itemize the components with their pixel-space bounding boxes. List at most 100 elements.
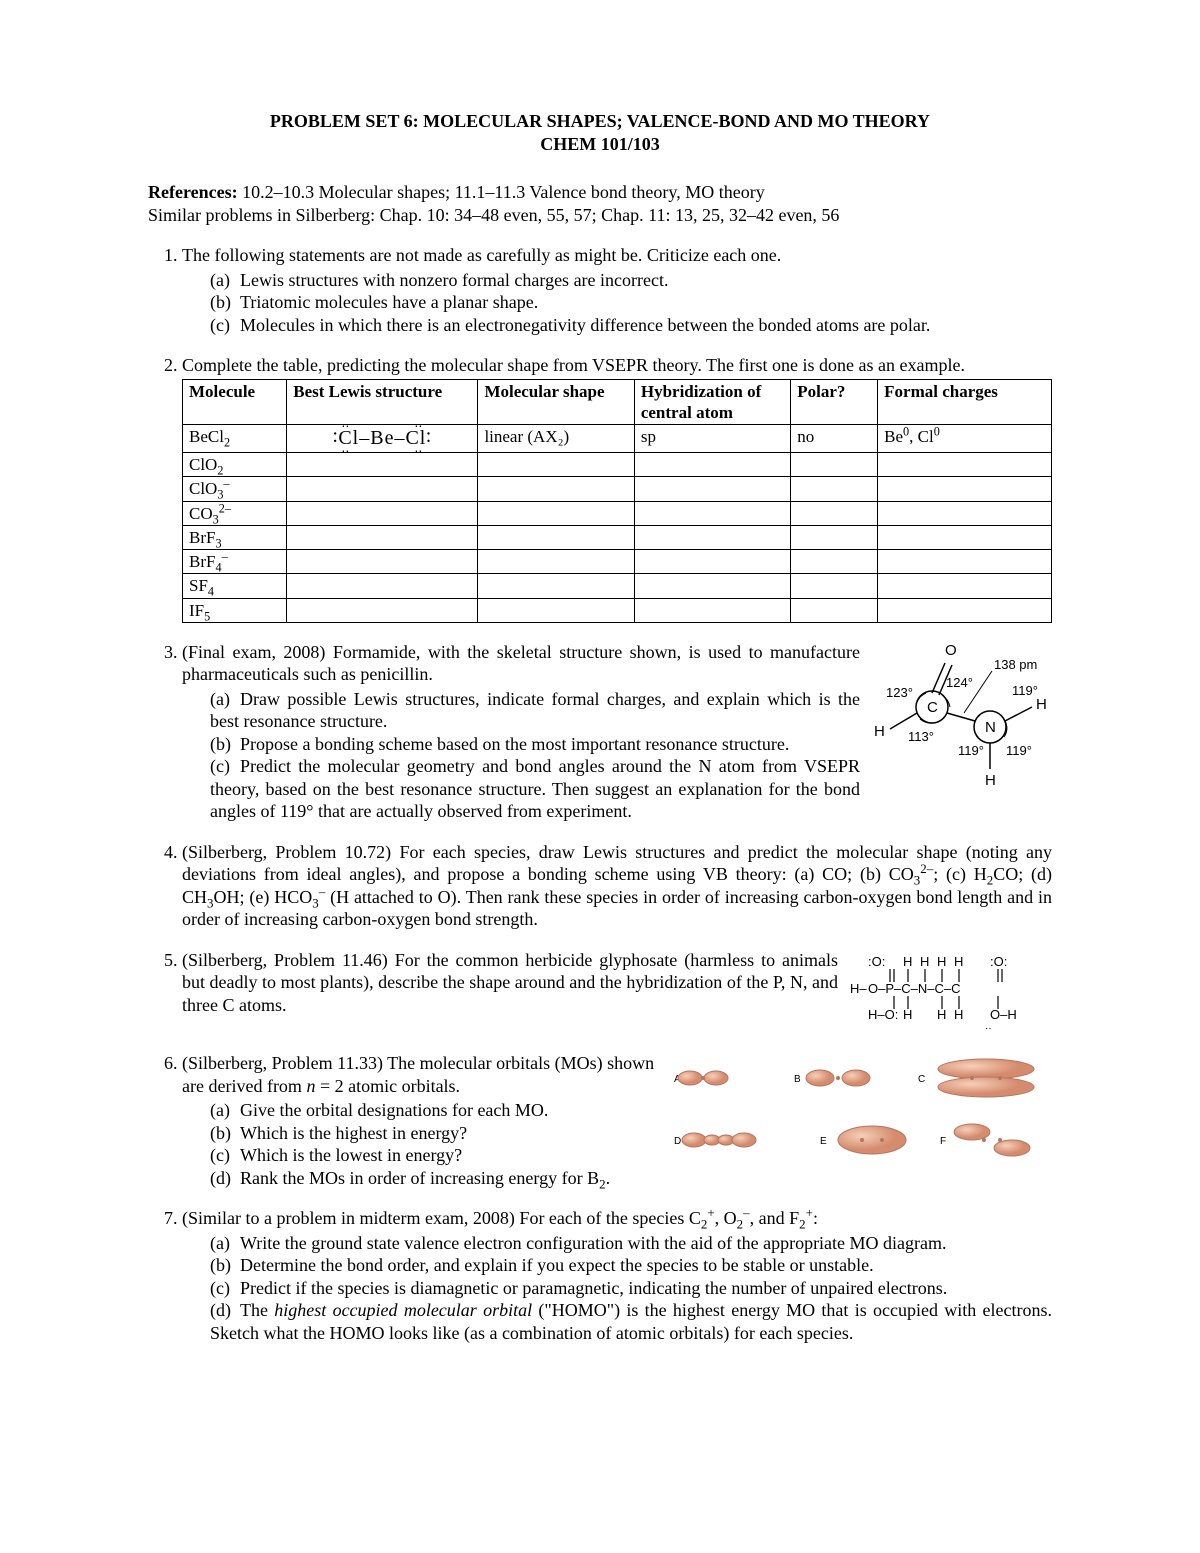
svg-text:‥: ‥ [985,1021,992,1029]
mol-brf4m: BrF4– [183,550,287,574]
references: References: 10.2–10.3 Molecular shapes; … [148,181,1052,226]
diag-C: C [927,699,938,716]
p7-stem: (Similar to a problem in midterm exam, 2… [182,1208,818,1228]
mol-sf4: SF4 [183,574,287,598]
ex-mol: BeCl2 [183,425,287,453]
p1b-label: (b) [210,291,240,314]
th-fc: Formal charges [878,379,1052,425]
svg-text:123°: 123° [886,685,913,700]
p1b-text: Triatomic molecules have a planar shape. [240,292,538,312]
table-row: ClO2 [183,453,1052,477]
molecule-table: Molecule Best Lewis structure Molecular … [182,379,1052,623]
p7c-text: Predict if the species is diamagnetic or… [240,1278,947,1298]
ex-hyb: sp [634,425,790,453]
mol-co32m: CO32– [183,501,287,525]
p1-stem: The following statements are not made as… [182,245,781,265]
table-row: ClO3– [183,477,1052,501]
p2-stem: Complete the table, predicting the molec… [182,355,965,375]
p3-stem: (Final exam, 2008) Formamide, with the s… [182,642,860,685]
table-row: SF4 [183,574,1052,598]
table-row: BrF4– [183,550,1052,574]
p3b-text: Propose a bonding scheme based on the mo… [240,734,789,754]
p6d-text: Rank the MOs in order of increasing ener… [240,1168,610,1188]
svg-text:H: H [985,772,996,789]
svg-text:138 pm: 138 pm [994,657,1037,672]
svg-text:O–P–C–N–C–C: O–P–C–N–C–C [868,981,961,996]
diag-N: N [985,719,996,736]
diag-H: H [874,723,885,740]
mo-diagram: A B C [672,1052,1052,1178]
svg-text::O:: :O: [868,954,885,969]
svg-text:B: B [794,1074,801,1085]
p3a-text: Draw possible Lewis structures, indicate… [210,689,860,732]
svg-text:D: D [674,1136,681,1147]
th-hyb: Hybridization of central atom [634,379,790,425]
diag-O: O [945,642,957,659]
svg-text:124°: 124° [946,675,973,690]
svg-text:H–O:: H–O: [868,1007,898,1022]
svg-text:119°: 119° [958,743,984,758]
svg-text:H: H [954,1007,963,1022]
table-row: BrF3 [183,525,1052,549]
problem-2: Complete the table, predicting the molec… [182,354,1052,623]
p5-text: (Silberberg, Problem 11.46) For the comm… [182,950,838,1015]
p1a-label: (a) [210,269,240,292]
p6-stem: (Silberberg, Problem 11.33) The molecula… [182,1053,654,1096]
problem-list: The following statements are not made as… [148,244,1052,1344]
p6c-text: Which is the lowest in energy? [240,1145,462,1165]
p1-subitems: (a)Lewis structures with nonzero formal … [182,269,1052,337]
mol-brf3: BrF3 [183,525,287,549]
ex-fc: Be0, Cl0 [878,425,1052,453]
problem-5: H– :O: O–P–C–N–C–C H–O: H H H H :O: [182,949,1052,1035]
p7b-text: Determine the bond order, and explain if… [240,1255,874,1275]
svg-text:H: H [903,954,912,969]
svg-text:H: H [937,954,946,969]
problem-7: (Similar to a problem in midterm exam, 2… [182,1207,1052,1344]
p6b-text: Which is the highest in energy? [240,1123,467,1143]
glyphosate-diagram: H– :O: O–P–C–N–C–C H–O: H H H H :O: [850,949,1052,1035]
ex-polar: no [791,425,878,453]
references-label: References: [148,182,238,202]
table-row-example: BeCl2 : : ‥ ‥ ‥ ‥ Cl–Be–Cl [183,425,1052,453]
th-lewis: Best Lewis structure [287,379,478,425]
ex-lewis: : : ‥ ‥ ‥ ‥ Cl–Be–Cl [287,425,478,453]
svg-text:H: H [954,954,963,969]
th-shape: Molecular shape [478,379,634,425]
mol-clo2: ClO2 [183,453,287,477]
svg-text:119°: 119° [1012,683,1038,698]
th-polar: Polar? [791,379,878,425]
table-row: CO32– [183,501,1052,525]
svg-text:H: H [903,1007,912,1022]
p1a-text: Lewis structures with nonzero formal cha… [240,270,669,290]
svg-text:H: H [1036,696,1047,713]
svg-text:H: H [937,1007,946,1022]
mol-clo3m: ClO3– [183,477,287,501]
similar-problems: Similar problems in Silberberg: Chap. 10… [148,204,1052,227]
problem-3: O C N H [182,641,1052,823]
p6a-text: Give the orbital designations for each M… [240,1100,548,1120]
formamide-diagram: O C N H [872,641,1052,797]
svg-text:C: C [918,1074,925,1085]
svg-text:F: F [940,1136,946,1147]
page: PROBLEM SET 6: MOLECULAR SHAPES; VALENCE… [0,0,1200,1442]
ex-shape: linear (AX₂) [478,425,634,453]
p7-subitems: (a)Write the ground state valence electr… [182,1232,1052,1345]
title-line-2: CHEM 101/103 [148,133,1052,156]
svg-text:E: E [820,1136,827,1147]
table-header-row: Molecule Best Lewis structure Molecular … [183,379,1052,425]
th-molecule: Molecule [183,379,287,425]
svg-text:119°: 119° [1006,743,1032,758]
problem-1: The following statements are not made as… [182,244,1052,336]
svg-text:113°: 113° [908,729,934,744]
table-row: IF5 [183,598,1052,622]
references-text: 10.2–10.3 Molecular shapes; 11.1–11.3 Va… [238,182,765,202]
svg-text:H–: H– [850,981,867,996]
problem-4: (Silberberg, Problem 10.72) For each spe… [182,841,1052,931]
title-line-1: PROBLEM SET 6: MOLECULAR SHAPES; VALENCE… [148,110,1052,133]
svg-text:H: H [920,954,929,969]
p1c-text: Molecules in which there is an electrone… [240,315,930,335]
p1c-label: (c) [210,314,240,337]
svg-text::O:: :O: [990,954,1007,969]
mol-if5: IF5 [183,598,287,622]
problem-6: A B C [182,1052,1052,1189]
